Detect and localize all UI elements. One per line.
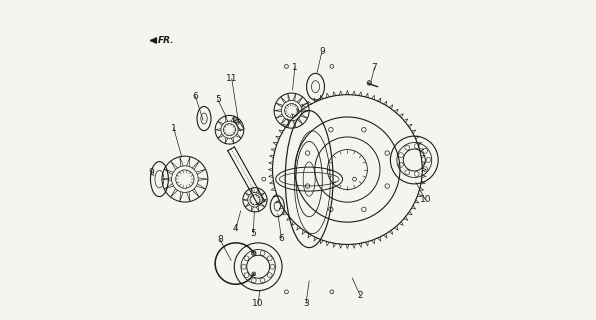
Text: 5: 5 xyxy=(215,95,221,104)
Text: 5: 5 xyxy=(250,229,256,238)
Text: 3: 3 xyxy=(303,299,309,308)
Text: 7: 7 xyxy=(371,63,377,72)
Text: 4: 4 xyxy=(233,224,238,233)
Text: FR.: FR. xyxy=(158,36,174,45)
Text: 9: 9 xyxy=(319,47,325,56)
Circle shape xyxy=(367,81,371,85)
Text: 9: 9 xyxy=(148,168,154,177)
Circle shape xyxy=(252,251,256,255)
Text: 6: 6 xyxy=(278,234,284,243)
Text: 1: 1 xyxy=(292,63,297,72)
Text: 2: 2 xyxy=(358,291,363,300)
Text: 1: 1 xyxy=(171,124,176,132)
Text: 8: 8 xyxy=(217,235,223,244)
Text: 6: 6 xyxy=(193,92,198,101)
Text: 10: 10 xyxy=(420,195,431,204)
Text: 11: 11 xyxy=(226,74,237,83)
Text: 10: 10 xyxy=(253,299,264,308)
Circle shape xyxy=(233,118,238,123)
Circle shape xyxy=(252,272,256,276)
